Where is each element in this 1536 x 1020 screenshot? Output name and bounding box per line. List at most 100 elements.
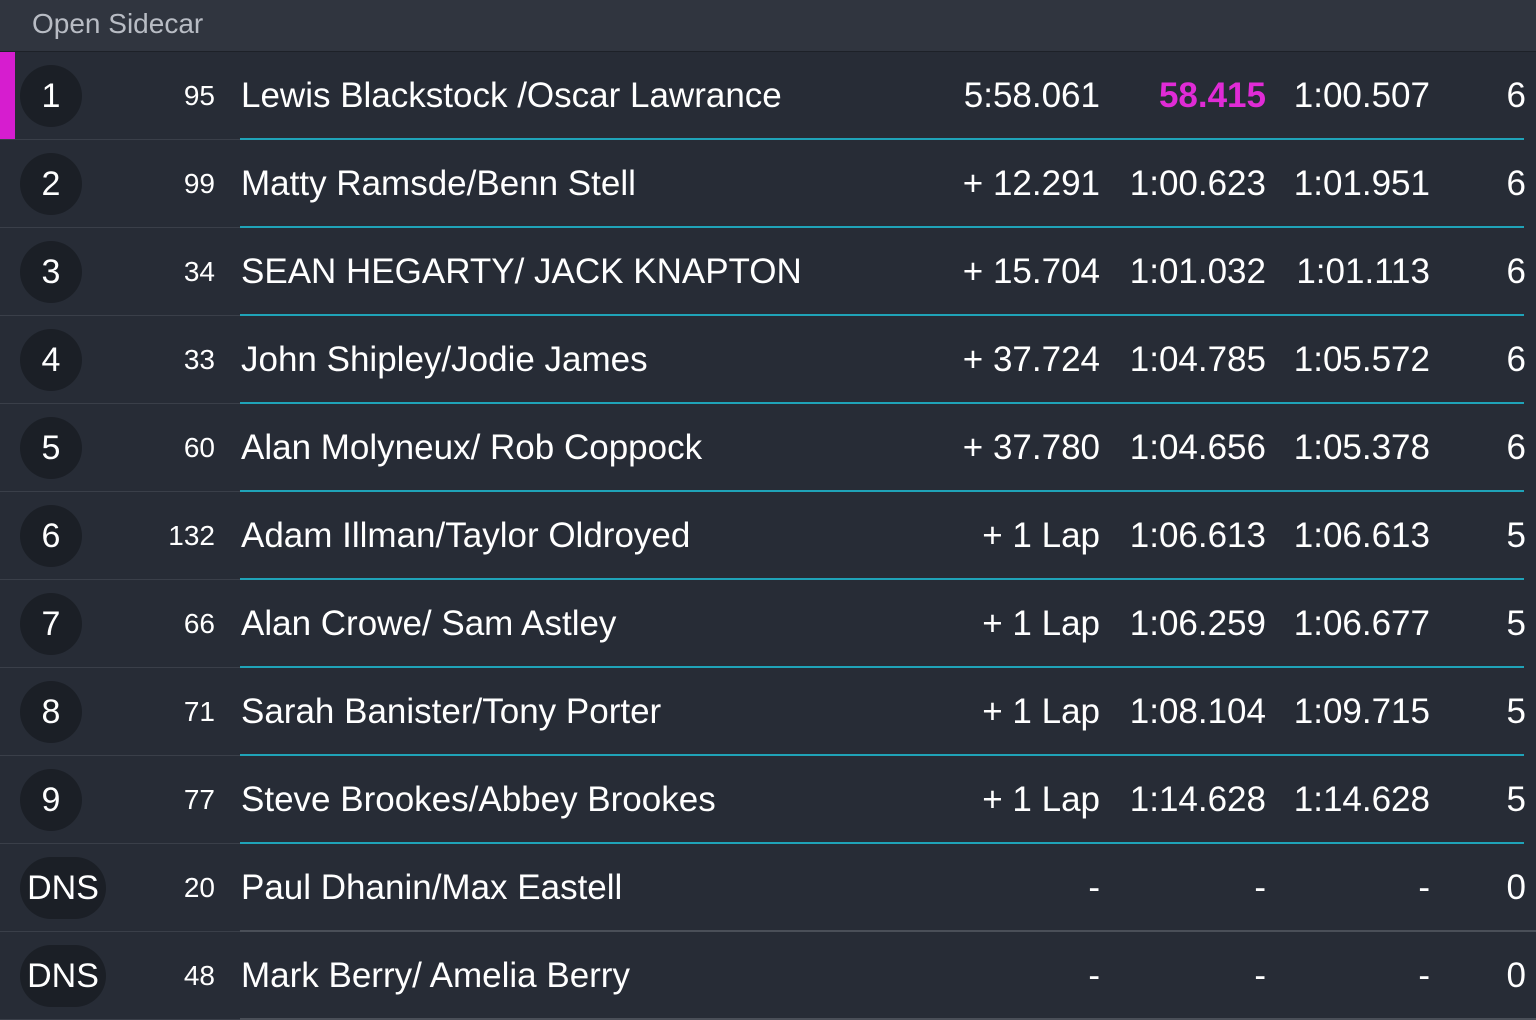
- laps: 5: [1506, 604, 1526, 643]
- rider-names: Adam Illman/Taylor Oldroyed: [241, 516, 691, 555]
- result-row: 1 95 Lewis Blackstock /Oscar Lawrance 5:58.…: [0, 52, 1536, 140]
- gap: + 1 Lap: [982, 692, 1100, 731]
- laps: 6: [1506, 76, 1526, 115]
- last-lap: 1:01.951: [1293, 164, 1430, 203]
- row-divider: [0, 139, 240, 140]
- laps: 0: [1506, 868, 1526, 907]
- best-lap: 1:06.259: [1129, 604, 1266, 643]
- rider-names: Matty Ramsde/Benn Stell: [241, 164, 636, 203]
- best-lap: 1:06.613: [1129, 516, 1266, 555]
- row-divider: [240, 578, 1524, 580]
- gap: + 1 Lap: [982, 780, 1100, 819]
- last-lap: 1:05.378: [1293, 428, 1430, 467]
- laps: 6: [1506, 252, 1526, 291]
- bike-number: 33: [183, 344, 215, 375]
- position: 8: [20, 681, 82, 743]
- laps: 0: [1506, 956, 1526, 995]
- best-lap: 1:14.628: [1129, 780, 1266, 819]
- laps: 5: [1506, 780, 1526, 819]
- rider-names: Mark Berry/ Amelia Berry: [241, 956, 630, 995]
- row-divider: [240, 402, 1524, 404]
- gap: + 15.704: [962, 252, 1100, 291]
- position: DNS: [20, 945, 106, 1007]
- bike-number: 77: [183, 784, 215, 815]
- row-divider: [240, 314, 1524, 316]
- rider-names: Alan Molyneux/ Rob Coppock: [241, 428, 703, 467]
- bike-number: 34: [183, 256, 215, 287]
- class-title: Open Sidecar: [32, 8, 204, 39]
- gap: + 1 Lap: [982, 516, 1100, 555]
- bike-number: 20: [183, 872, 215, 903]
- position: 3: [20, 241, 82, 303]
- rider-names: Lewis Blackstock /Oscar Lawrance: [241, 76, 782, 115]
- result-row: DNS 20 Paul Dhanin/Max Eastell - - - 0: [0, 844, 1536, 932]
- position: 1: [20, 65, 82, 127]
- gap: + 1 Lap: [982, 604, 1100, 643]
- row-divider: [0, 315, 240, 316]
- result-row: 3 34 SEAN HEGARTY/ JACK KNAPTON + 15.704 1:0…: [0, 228, 1536, 316]
- bike-number: 99: [183, 168, 215, 199]
- rider-names: Sarah Banister/Tony Porter: [241, 692, 662, 731]
- bike-number: 71: [183, 696, 215, 727]
- row-divider: [240, 1018, 1536, 1020]
- row-divider: [0, 579, 240, 580]
- rider-names: Paul Dhanin/Max Eastell: [241, 868, 623, 907]
- bike-number: 95: [183, 80, 215, 111]
- position: 7: [20, 593, 82, 655]
- best-lap: -: [1254, 868, 1266, 907]
- best-lap: -: [1254, 956, 1266, 995]
- result-row: 7 66 Alan Crowe/ Sam Astley + 1 Lap 1:06.259…: [0, 580, 1536, 668]
- laps: 6: [1506, 164, 1526, 203]
- laps: 5: [1506, 692, 1526, 731]
- best-lap: 1:00.623: [1129, 164, 1266, 203]
- laps: 6: [1506, 340, 1526, 379]
- last-lap: -: [1418, 868, 1430, 907]
- result-row: 5 60 Alan Molyneux/ Rob Coppock + 37.780 1:0…: [0, 404, 1536, 492]
- position: 2: [20, 153, 82, 215]
- last-lap: 1:06.677: [1293, 604, 1430, 643]
- position: 5: [20, 417, 82, 479]
- bike-number: 48: [183, 960, 215, 991]
- position: 6: [20, 505, 82, 567]
- result-row: 8 71 Sarah Banister/Tony Porter + 1 Lap 1:08…: [0, 668, 1536, 756]
- result-row: 2 99 Matty Ramsde/Benn Stell + 12.291 1:00.6…: [0, 140, 1536, 228]
- header: Open Sidecar: [0, 0, 1536, 52]
- best-lap: 1:01.032: [1129, 252, 1266, 291]
- position: DNS: [20, 857, 106, 919]
- row-divider: [240, 666, 1524, 668]
- row-divider: [0, 755, 240, 756]
- leader-marker: [0, 52, 15, 140]
- gap: -: [1088, 956, 1100, 995]
- row-divider: [0, 843, 240, 844]
- bike-number: 66: [183, 608, 215, 639]
- gap: + 37.724: [962, 340, 1100, 379]
- row-divider: [0, 931, 240, 932]
- gap: -: [1088, 868, 1100, 907]
- bike-number: 132: [168, 520, 215, 551]
- gap: + 12.291: [962, 164, 1100, 203]
- best-lap: 1:04.785: [1129, 340, 1266, 379]
- last-lap: 1:06.613: [1293, 516, 1430, 555]
- row-divider: [240, 754, 1524, 756]
- last-lap: -: [1418, 956, 1430, 995]
- rider-names: John Shipley/Jodie James: [241, 340, 648, 379]
- bike-number: 60: [183, 432, 215, 463]
- best-lap: 58.415: [1158, 76, 1266, 115]
- row-divider: [0, 403, 240, 404]
- rider-names: Alan Crowe/ Sam Astley: [241, 604, 617, 643]
- row-divider: [240, 138, 1524, 140]
- row-divider: [240, 930, 1536, 932]
- position: 4: [20, 329, 82, 391]
- row-divider: [240, 226, 1524, 228]
- best-lap: 1:08.104: [1129, 692, 1266, 731]
- row-divider: [0, 491, 240, 492]
- best-lap: 1:04.656: [1129, 428, 1266, 467]
- gap: 5:58.061: [963, 76, 1100, 115]
- rider-names: Steve Brookes/Abbey Brookes: [241, 780, 716, 819]
- result-row: 9 77 Steve Brookes/Abbey Brookes + 1 Lap 1:1…: [0, 756, 1536, 844]
- last-lap: 1:09.715: [1293, 692, 1430, 731]
- row-divider: [240, 490, 1524, 492]
- result-row: 4 33 John Shipley/Jodie James + 37.724 1:04.…: [0, 316, 1536, 404]
- position: 9: [20, 769, 82, 831]
